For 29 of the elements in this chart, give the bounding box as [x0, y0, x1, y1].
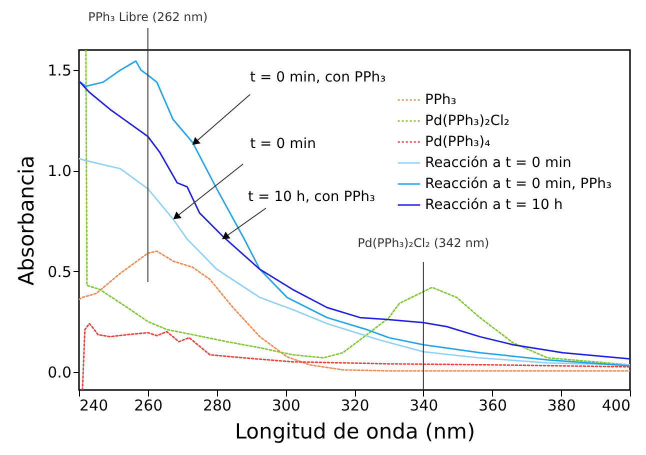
y-tick-label: 1.0: [48, 162, 72, 180]
legend-label: Reacción a t = 0 min, PPh₃: [425, 176, 612, 192]
y-axis-title: Absorbancia: [14, 156, 39, 286]
y-tick-label: 0.0: [48, 363, 72, 382]
ref-line-label: Pd(PPh₃)₂Cl₂ (342 nm): [358, 236, 490, 250]
y-tick-label: 1.5: [48, 62, 72, 80]
legend-label: PPh₃: [425, 92, 456, 108]
legend-label: Reacción a t = 0 min: [425, 155, 572, 171]
line-series: [79, 158, 630, 366]
line-series: [79, 250, 630, 372]
y-tick-label: 0.5: [48, 262, 72, 281]
legend-label: Reacción a t = 10 h: [425, 197, 563, 213]
ref-line-label: PPh₃ Libre (262 nm): [88, 10, 208, 24]
x-tick-label: 400: [602, 396, 630, 414]
legend-label: Pd(PPh₃)₂Cl₂: [425, 113, 510, 129]
x-tick-label: 300: [272, 396, 300, 414]
x-tick-label: 320: [340, 396, 370, 414]
annotation: t = 0 min: [250, 136, 316, 152]
legend-label: Pd(PPh₃)₄: [425, 134, 491, 150]
annotation: t = 10 h, con PPh₃: [248, 189, 376, 206]
x-tick-label: 240: [80, 396, 108, 414]
x-axis-title: Longitud de onda (nm): [234, 420, 476, 444]
x-tick-label: 360: [478, 396, 508, 414]
annotation: t = 0 min, con PPh₃: [250, 70, 386, 86]
line-series: [82, 322, 630, 390]
x-tick-label: 260: [134, 396, 163, 414]
x-tick-label: 280: [202, 396, 232, 414]
x-tick-label: 380: [547, 396, 576, 414]
x-tick-label: 340: [410, 396, 438, 414]
